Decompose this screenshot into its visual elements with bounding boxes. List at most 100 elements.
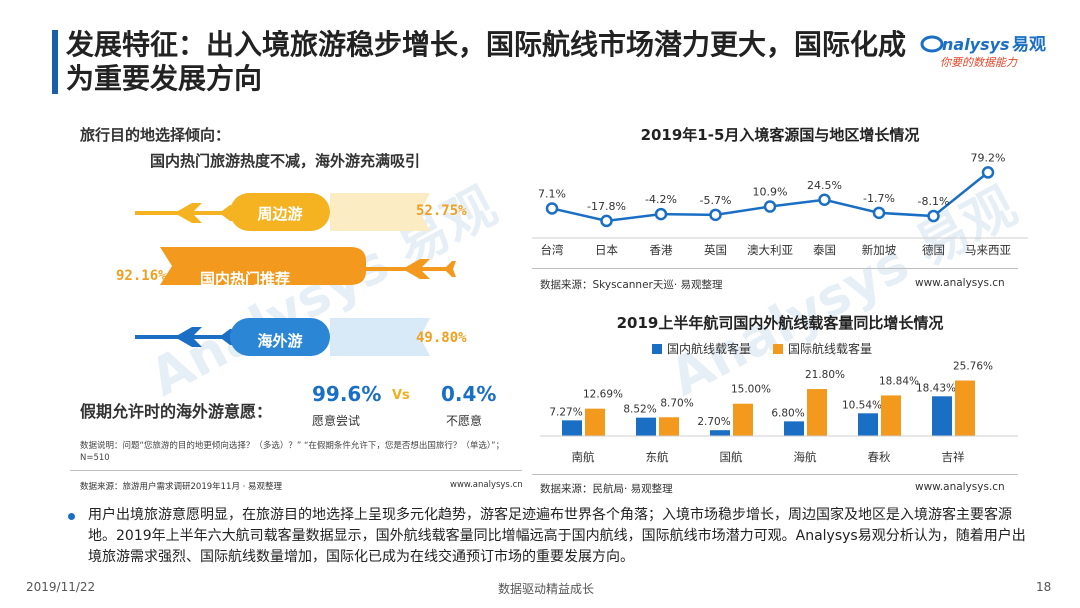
pct-domestic: 92.16%	[116, 268, 167, 284]
bar-category-label: 春秋	[868, 450, 891, 464]
line-point	[709, 208, 722, 222]
bar-category-label: 吉祥	[942, 450, 965, 464]
bar-data-label: 8.70%	[660, 397, 693, 409]
holiday-no-label: 不愿意	[446, 414, 483, 428]
bar-data-label: 7.27%	[549, 406, 582, 418]
bar	[784, 421, 804, 436]
bar-category-label: 海航	[794, 450, 817, 464]
destination-infographic	[135, 193, 456, 356]
line-category-label: 马来西亚	[965, 243, 1011, 257]
legend-label-intl: 国际航线载客量	[788, 342, 873, 356]
line-category-label: 日本	[595, 243, 618, 257]
title-accent-bar	[52, 30, 58, 94]
plane-icon-overseas	[135, 327, 234, 347]
line-chart-source: 数据来源：Skyscanner天巡· 易观整理	[540, 279, 723, 291]
bar	[659, 417, 679, 436]
bar-overseas-right	[330, 318, 430, 356]
logo-brand-en: nalysys	[942, 35, 1010, 54]
bar-data-label: 21.80%	[805, 369, 845, 381]
plane-icon-nearby	[135, 203, 234, 223]
line-point	[600, 214, 613, 228]
holiday-yes-value: 99.6%	[312, 382, 382, 406]
bar	[733, 403, 753, 436]
bar-data-label: 6.80%	[771, 407, 804, 419]
legend-item-domestic: 国内航线载客量	[652, 340, 751, 357]
line-data-label: 79.2%	[971, 151, 1006, 164]
line-chart-divider	[532, 268, 1018, 269]
bar-category-label: 南航	[572, 450, 595, 464]
line-chart-title: 2019年1-5月入境客源国与地区增长情况	[640, 126, 920, 144]
holiday-vs: Vs	[392, 388, 410, 403]
pct-overseas: 49.80%	[416, 330, 467, 346]
bar	[881, 395, 901, 436]
logo-slogan: 你要的数据能力	[940, 56, 1018, 69]
bar-chart-legend: 国内航线载客量 国际航线载客量	[652, 340, 872, 357]
bar-chart: 7.27%12.69% 南航 8.52% 8.70% 东航 2.70% 15.00% 国航 6.…	[540, 361, 1018, 464]
bar-data-label: 2.70%	[697, 416, 730, 428]
line-point	[981, 166, 995, 179]
bar-nearby-left	[230, 193, 330, 231]
bar-data-label: 15.00%	[731, 384, 771, 396]
line-point	[818, 193, 831, 206]
bar-nearby-right	[330, 193, 430, 231]
bar-domestic	[160, 247, 366, 285]
row-overseas	[135, 318, 430, 356]
line-point	[763, 200, 777, 213]
survey-note: 数据说明：问题“您旅游的目的地更倾向选择？（多选）？” “在假期条件允许下，您是…	[80, 441, 505, 463]
bar-category-label: 东航	[646, 450, 669, 464]
line-data-label: -1.7%	[863, 192, 895, 205]
line-data-label: 7.1%	[538, 187, 566, 200]
bar-data-label: 10.54%	[842, 399, 882, 411]
destination-subheading: 国内热门旅游热度不减，海外游充满吸引	[150, 152, 421, 170]
bar-data-label: 18.84%	[879, 375, 919, 387]
plane-icon-domestic	[364, 259, 456, 279]
bar-chart-divider	[532, 474, 1018, 475]
label-nearby: 周边游	[257, 205, 303, 223]
line-category-label: 英国	[704, 243, 727, 257]
label-overseas: 海外游	[257, 332, 303, 350]
line-category-label: 德国	[922, 243, 945, 257]
footer-slogan: 数据驱动精益成长	[498, 582, 595, 596]
footer-date: 2019/11/22	[26, 580, 96, 594]
bar-category-label: 国航	[720, 450, 743, 464]
holiday-yes-label: 愿意尝试	[312, 414, 361, 428]
holiday-no-value: 0.4%	[441, 382, 497, 406]
line-data-label: 24.5%	[807, 179, 842, 192]
destination-heading: 旅行目的地选择倾向：	[80, 126, 231, 144]
logo-mark-icon	[920, 35, 944, 53]
bar-data-label: 12.69%	[583, 389, 623, 401]
line-chart: 7.1% 台湾 -17.8% 日本 -4.2% 香港 -5.7% 英国 10.9% 澳大利亚 24.…	[532, 151, 1028, 257]
bar	[585, 408, 605, 436]
bar	[858, 413, 878, 436]
holiday-label: 假期允许时的海外游意愿：	[80, 402, 273, 421]
bar	[710, 430, 730, 436]
left-divider	[70, 470, 522, 471]
page-title: 发展特征：出入境旅游稳步增长，国际航线市场潜力更大，国际化成为重要发展方向	[66, 28, 907, 95]
bar-data-label: 25.76%	[953, 361, 993, 373]
bar-chart-source: 数据来源：民航局· 易观整理	[540, 483, 673, 495]
line-point	[872, 206, 886, 220]
bar-chart-title: 2019上半年航司国内外航线载客量同比增长情况	[616, 314, 944, 332]
legend-label-domestic: 国内航线载客量	[667, 342, 752, 356]
line-category-label: 香港	[650, 243, 673, 257]
line-data-label: -5.7%	[700, 194, 732, 207]
bar-data-label: 18.43%	[916, 382, 956, 394]
bar-data-label: 8.52%	[623, 404, 656, 416]
line-data-label: -17.8%	[587, 200, 626, 213]
left-url: www.analysys.cn	[450, 480, 523, 490]
bar	[636, 417, 656, 436]
line-category-label: 澳大利亚	[747, 243, 793, 257]
line-point	[927, 209, 940, 223]
row-domestic	[160, 247, 456, 285]
line-data-label: 10.9%	[753, 186, 788, 199]
left-source: 数据来源：旅游用户需求调研2019年11月 · 易观整理	[80, 482, 283, 492]
line-data-label: -4.2%	[645, 193, 677, 206]
analysys-logo: nalysys 易观 你要的数据能力	[920, 35, 1046, 69]
logo-brand-cn: 易观	[1012, 35, 1046, 55]
bar	[562, 420, 582, 436]
line-category-label: 台湾	[541, 243, 564, 257]
page-number: 18	[1036, 580, 1052, 594]
line-category-label: 泰国	[813, 243, 836, 257]
summary-paragraph: 用户出境旅游意愿明显，在旅游目的地选择上呈现多元化趋势，游客足迹遍布世界各个角落…	[88, 507, 1026, 565]
label-domestic: 国内热门推荐	[199, 270, 290, 288]
